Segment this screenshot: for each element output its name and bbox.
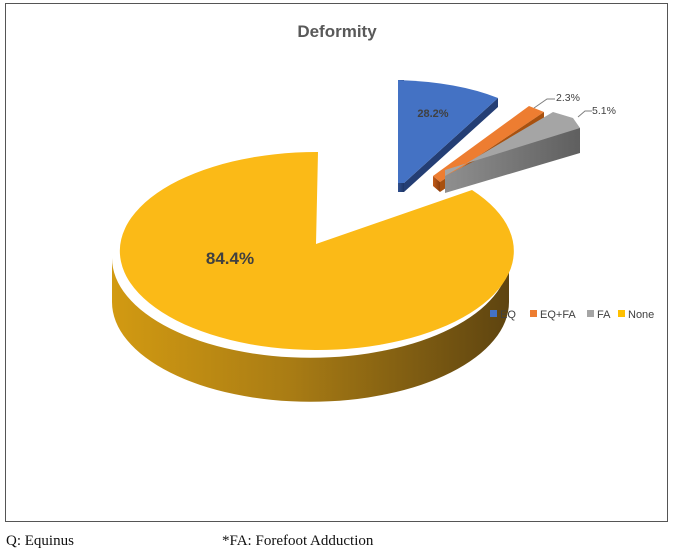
data-label-eqfa: 2.3% [556, 92, 580, 104]
pie-slice-fa-side [445, 121, 580, 193]
pie-slice-eq-front [404, 98, 498, 192]
legend-label-fa: FA [597, 309, 611, 321]
footnote-forefoot-adduction: *FA: Forefoot Adduction [222, 533, 374, 549]
pie-slice-eq [398, 80, 498, 192]
pie-slice-fa-top [445, 112, 580, 176]
legend-swatch-eqfa [530, 310, 537, 317]
legend-swatch-fa [587, 310, 594, 317]
chart-title: Deformity [297, 22, 377, 41]
pie-slice-eq-top [398, 80, 498, 183]
legend-label-eq: EQ [500, 309, 516, 321]
pie-slice-none-side [112, 258, 509, 402]
legend-swatch-eq [490, 310, 497, 317]
pie-slice-eqfa-side [433, 176, 440, 192]
leader-line-eqfa [533, 98, 555, 109]
pie-slice-none [112, 151, 514, 402]
leader-line-fa [577, 110, 592, 118]
legend-label-eqfa: EQ+FA [540, 309, 576, 321]
legend-swatch-none [618, 310, 625, 317]
legend-label-none: None [628, 309, 654, 321]
pie-slice-eqfa-top [433, 106, 544, 182]
pie-slice-none-top [119, 151, 514, 350]
pie-slice-fa [445, 112, 580, 193]
footnote-equinus: Q: Equinus [6, 533, 74, 549]
legend: EQ EQ+FA FA None [490, 309, 654, 321]
data-label-none: 84.4% [206, 249, 254, 268]
data-label-eq: 28.2% [417, 108, 448, 120]
data-label-fa: 5.1% [592, 105, 616, 117]
